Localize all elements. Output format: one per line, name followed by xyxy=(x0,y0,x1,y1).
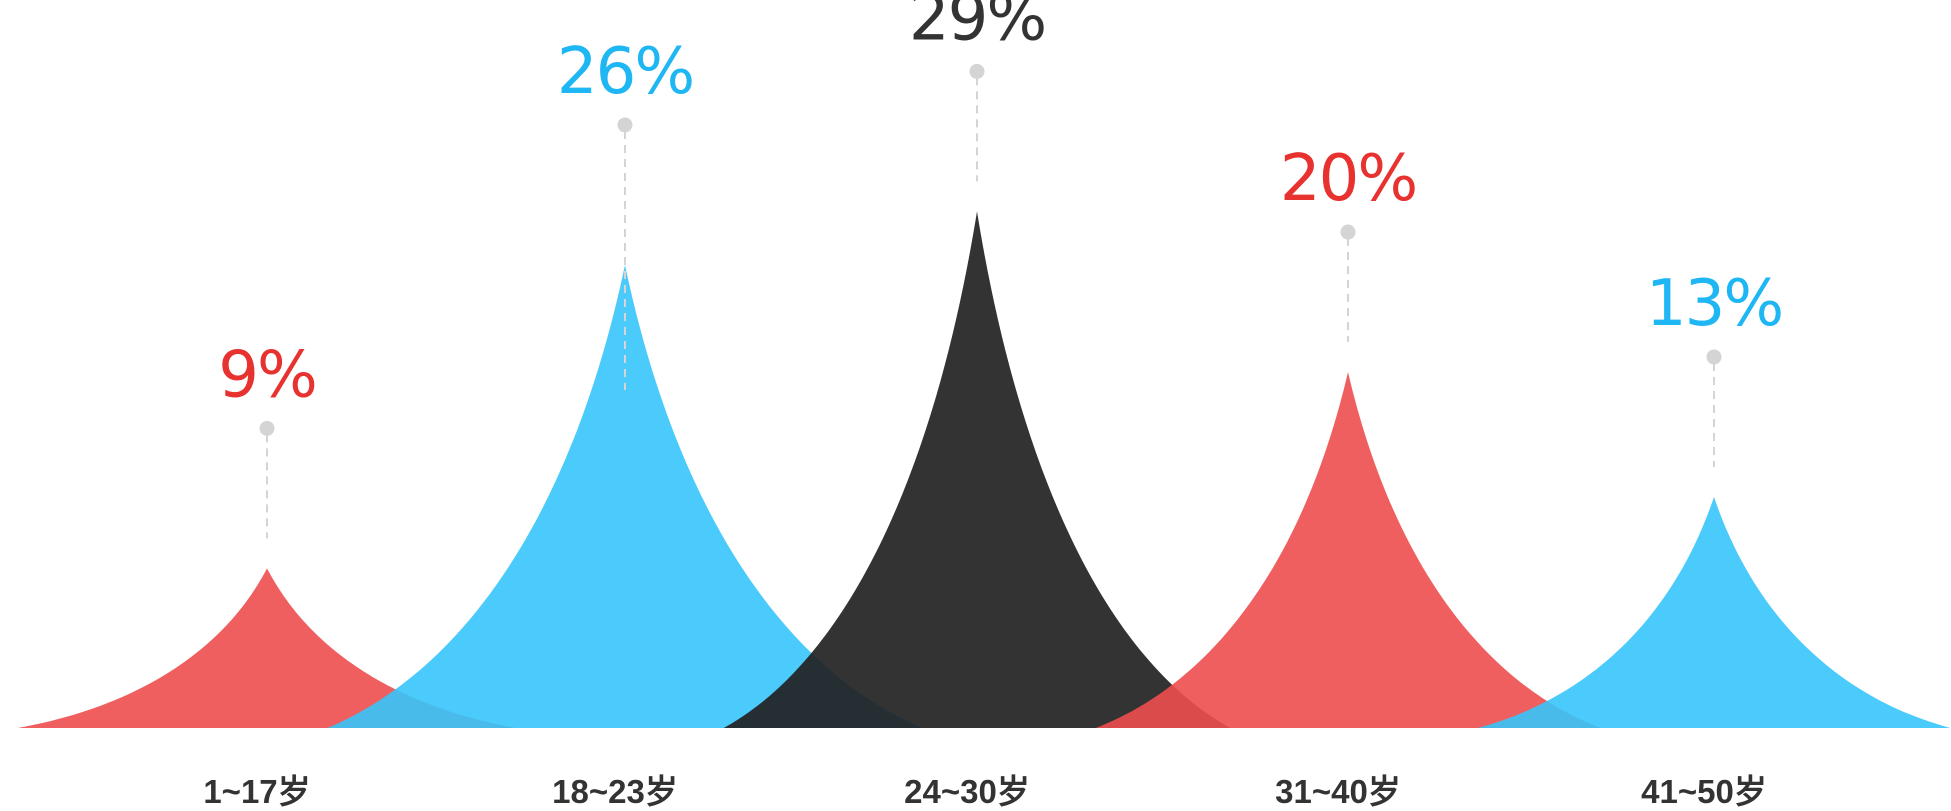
peak-3 xyxy=(722,211,1232,730)
category-label-2: 18~23岁 xyxy=(552,773,678,810)
data-label-5: 13% xyxy=(1646,267,1782,341)
data-labels-layer: 9% 26% 29% 20% 13% xyxy=(218,0,1784,412)
leader-dot-3 xyxy=(969,63,985,79)
peak-1 xyxy=(12,568,522,729)
category-label-4: 31~40岁 xyxy=(1275,773,1401,810)
leader-dot-2 xyxy=(617,117,633,133)
category-label-1: 1~17岁 xyxy=(203,773,310,810)
data-label-3: 29% xyxy=(909,0,1045,55)
data-label-1: 9% xyxy=(218,338,316,412)
leader-dot-1 xyxy=(259,420,275,436)
peak-4 xyxy=(1093,372,1603,729)
leader-lines-layer xyxy=(259,63,1722,539)
data-label-2: 26% xyxy=(557,35,693,109)
category-labels-layer: 1~17岁 18~23岁 24~30岁 31~40岁 41~50岁 xyxy=(203,773,1767,810)
peak-2 xyxy=(325,264,925,729)
data-label-4: 20% xyxy=(1280,142,1416,216)
leader-dot-5 xyxy=(1706,349,1722,365)
peak-5 xyxy=(1474,496,1951,729)
peaks-layer xyxy=(12,211,1951,730)
leader-dot-4 xyxy=(1340,224,1356,240)
category-label-5: 41~50岁 xyxy=(1641,773,1767,810)
category-label-3: 24~30岁 xyxy=(904,773,1030,810)
